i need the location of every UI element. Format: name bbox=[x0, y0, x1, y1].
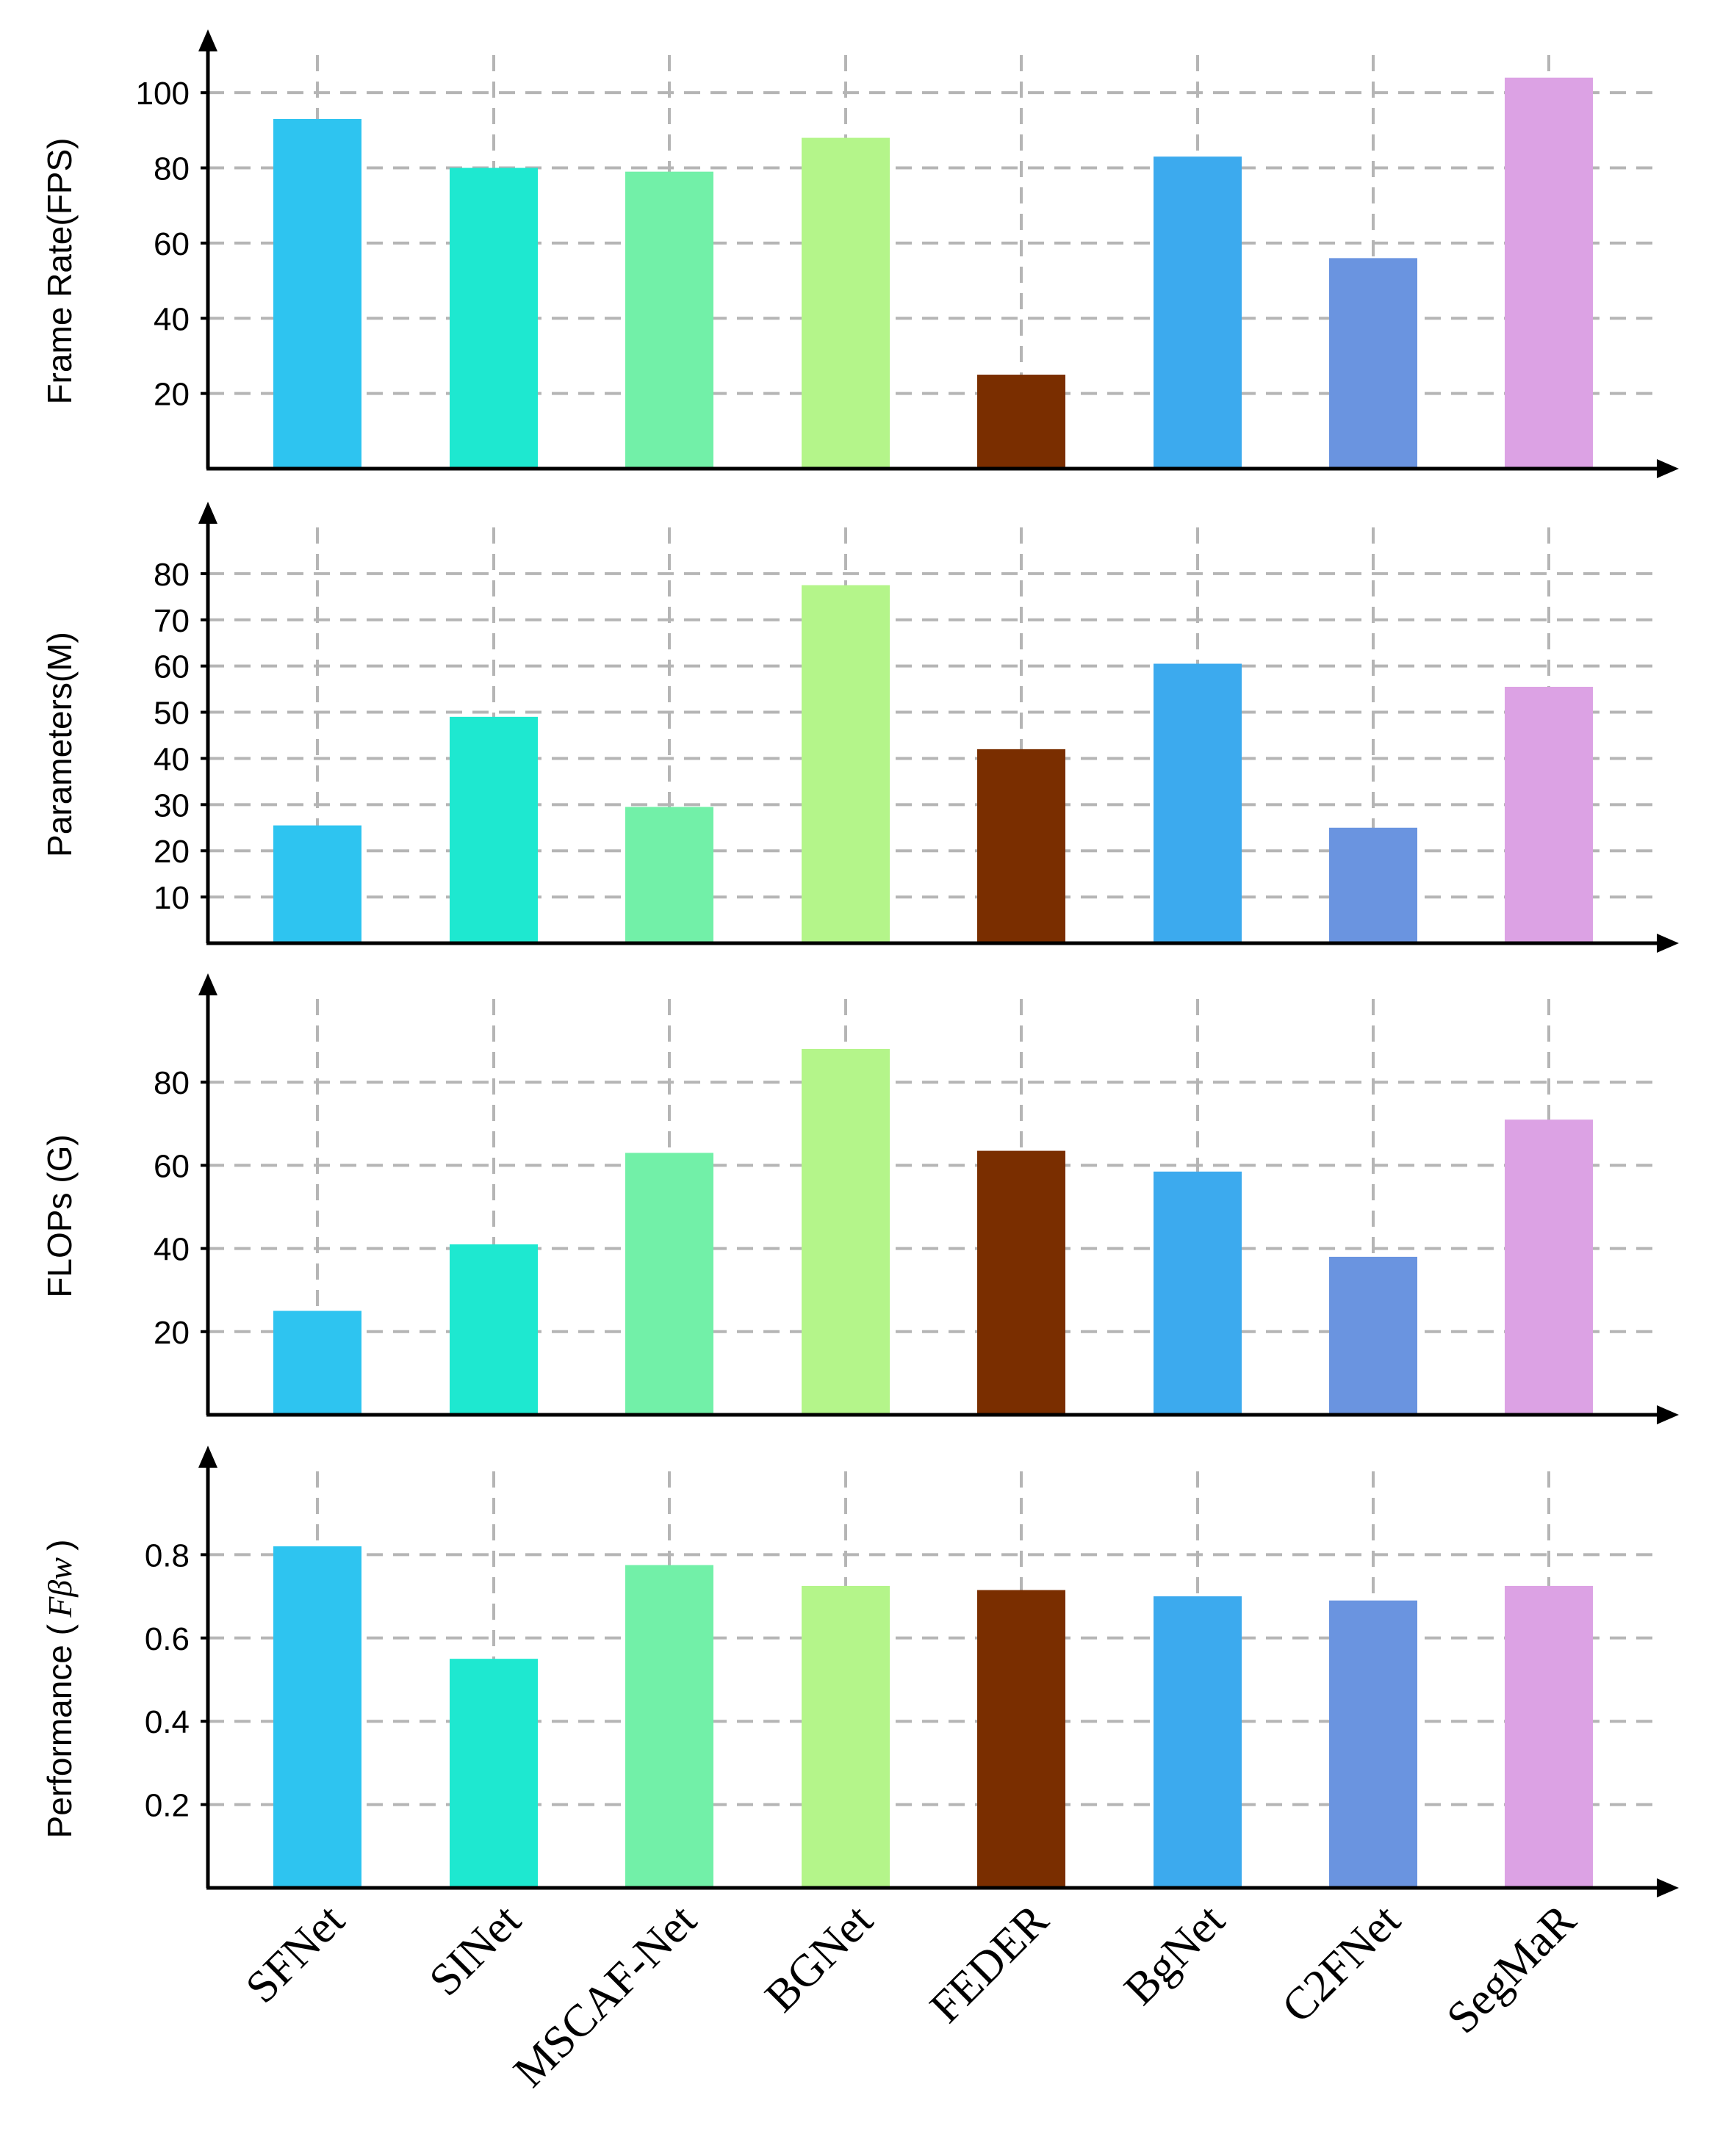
y-axis-label: Parameters(M) bbox=[40, 632, 79, 857]
x-tick-label-sinet: SINet bbox=[420, 1895, 530, 2005]
bar-feder bbox=[977, 375, 1065, 469]
y-tick-label: 20 bbox=[154, 377, 190, 413]
x-axis-arrow bbox=[1657, 459, 1679, 478]
bar-mscaf-net bbox=[625, 1565, 713, 1888]
x-tick-label-bgnet: BGNet bbox=[756, 1895, 882, 2022]
bar-bgnet bbox=[802, 1048, 890, 1415]
x-tick-label-sfnet: SFNet bbox=[237, 1895, 354, 2013]
y-tick-label: 20 bbox=[154, 1315, 190, 1351]
y-tick-label: 0.2 bbox=[145, 1788, 190, 1824]
y-axis-label: Performance ( Fβw ) bbox=[40, 1540, 79, 1839]
bar-c2fnet bbox=[1329, 258, 1417, 469]
bar-sfnet bbox=[273, 825, 361, 943]
x-axis-arrow bbox=[1657, 934, 1679, 953]
y-tick-label: 0.8 bbox=[145, 1537, 190, 1573]
panel-1: 20 40 60 80 100 Frame Rate(FPS) bbox=[40, 29, 1679, 478]
bar-mscaf-net bbox=[625, 171, 713, 469]
bar-sinet bbox=[450, 1659, 538, 1888]
bar-sfnet bbox=[273, 1546, 361, 1888]
bar-c2fnet bbox=[1329, 827, 1417, 943]
y-axis-arrow bbox=[198, 973, 217, 995]
y-tick-label: 100 bbox=[136, 76, 190, 112]
bar-bgnet bbox=[1154, 1171, 1242, 1415]
x-tick-label-bgnet: BgNet bbox=[1115, 1895, 1234, 2015]
y-axis-arrow bbox=[198, 29, 217, 51]
bar-feder bbox=[977, 1150, 1065, 1415]
bar-bgnet bbox=[1154, 156, 1242, 469]
bar-bgnet bbox=[1154, 1596, 1242, 1888]
y-tick-label: 80 bbox=[154, 1065, 190, 1101]
bar-mscaf-net bbox=[625, 1153, 713, 1415]
y-tick-label: 10 bbox=[154, 880, 190, 916]
x-axis-arrow bbox=[1657, 1405, 1679, 1424]
y-axis-arrow bbox=[198, 1446, 217, 1468]
panel-2: 10 20 30 40 50 60 70 80 Parameters(M) bbox=[40, 502, 1679, 953]
bar-segmar bbox=[1505, 1585, 1593, 1888]
y-axis-label: FLOPs (G) bbox=[40, 1134, 79, 1297]
panel-3: 20 40 60 80 FLOPs (G) bbox=[40, 973, 1679, 1424]
y-tick-label: 40 bbox=[154, 301, 190, 337]
bar-feder bbox=[977, 1590, 1065, 1888]
bar-segmar bbox=[1505, 686, 1593, 943]
bar-c2fnet bbox=[1329, 1600, 1417, 1888]
y-tick-label: 80 bbox=[154, 557, 190, 593]
y-tick-label: 60 bbox=[154, 1148, 190, 1184]
bar-bgnet bbox=[802, 137, 890, 469]
y-tick-label: 50 bbox=[154, 696, 190, 732]
x-tick-label-feder: FEDER bbox=[921, 1894, 1058, 2032]
bar-mscaf-net bbox=[625, 807, 713, 943]
y-axis-arrow bbox=[198, 502, 217, 524]
x-tick-label-segmar: SegMaR bbox=[1437, 1894, 1586, 2043]
y-tick-label: 40 bbox=[154, 1232, 190, 1268]
y-tick-label: 70 bbox=[154, 603, 190, 639]
bar-sfnet bbox=[273, 1310, 361, 1415]
bar-bgnet bbox=[802, 1585, 890, 1888]
x-axis-arrow bbox=[1657, 1878, 1679, 1897]
panel-4: 0.2 0.4 0.6 0.8 Performance ( Fβw ) bbox=[40, 1446, 1679, 1897]
x-tick-label-c2fnet: C2FNet bbox=[1273, 1895, 1410, 2033]
bar-segmar bbox=[1505, 1120, 1593, 1415]
bar-bgnet bbox=[802, 585, 890, 943]
y-tick-label: 0.4 bbox=[145, 1704, 190, 1740]
y-tick-label: 30 bbox=[154, 787, 190, 823]
bar-sinet bbox=[450, 167, 538, 469]
bar-c2fnet bbox=[1329, 1256, 1417, 1415]
bar-sinet bbox=[450, 1244, 538, 1415]
y-tick-label: 0.6 bbox=[145, 1621, 190, 1657]
bar-segmar bbox=[1505, 77, 1593, 469]
y-axis-label: Frame Rate(FPS) bbox=[40, 138, 79, 405]
y-tick-label: 60 bbox=[154, 226, 190, 262]
y-tick-label: 80 bbox=[154, 151, 190, 187]
y-tick-label: 60 bbox=[154, 649, 190, 685]
y-tick-label: 20 bbox=[154, 834, 190, 870]
y-tick-label: 40 bbox=[154, 741, 190, 777]
bar-feder bbox=[977, 749, 1065, 943]
bar-sinet bbox=[450, 716, 538, 943]
x-tick-label-mscaf-net: MSCAF-Net bbox=[504, 1895, 706, 2097]
bar-sfnet bbox=[273, 119, 361, 469]
bar-bgnet bbox=[1154, 663, 1242, 943]
